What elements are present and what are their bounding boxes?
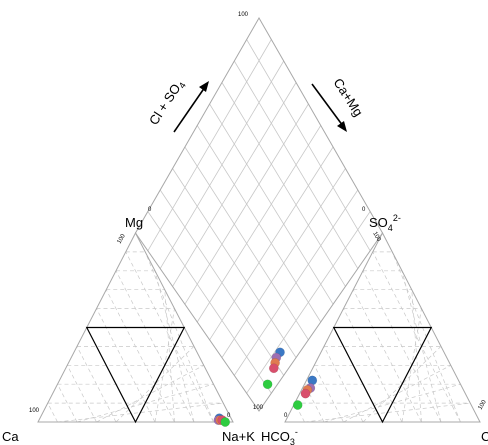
- diamond-outline: [134, 16, 384, 412]
- cl-so4-arrow: [173, 81, 209, 133]
- diamond-grid-b: [196, 125, 322, 323]
- so4-label: SO42-: [369, 213, 401, 233]
- anion-point-5: [292, 400, 303, 410]
- diamond-point-4: [268, 363, 279, 374]
- tick-diamond-right: 0: [362, 207, 366, 213]
- diamond-grid-b: [159, 60, 285, 269]
- cation-triangle-grid-l: [76, 346, 117, 423]
- diamond-right-axis-title: Ca+Mg: [330, 75, 366, 119]
- anion-triangle-grid-l: [323, 346, 364, 423]
- cation-triangle-grid-l: [105, 289, 175, 423]
- marker-layer: [213, 347, 318, 427]
- tick-hco3-zero: 0: [284, 413, 288, 419]
- cation-triangle-grid-l: [115, 270, 195, 423]
- anion-triangle-grid-r: [343, 364, 451, 423]
- cation-triangle-grid-l: [57, 384, 78, 423]
- diamond-grid-b: [147, 39, 272, 252]
- tick-diamond-bottom: 100: [253, 405, 264, 411]
- diamond-point-5: [262, 379, 273, 390]
- anion-triangle-grid-l: [313, 365, 344, 423]
- anion-triangle-grid-l: [372, 251, 461, 423]
- ca-label: Ca: [2, 429, 19, 444]
- tick-mg-vertex: 100: [117, 233, 128, 245]
- diamond-grid-b: [184, 103, 309, 305]
- tick-nak-zero: 0: [227, 413, 231, 419]
- nak-label: Na+K: [222, 429, 255, 444]
- cl-label: Cl: [481, 429, 488, 444]
- hco3-label: HCO3-: [261, 427, 298, 445]
- cation-point-5: [220, 417, 231, 427]
- diamond-grid-a: [233, 60, 359, 269]
- diamond-grid-a: [209, 103, 334, 305]
- tick-cl-corner: 100: [478, 399, 488, 411]
- anion-point-4: [300, 388, 311, 399]
- mg-label: Mg: [125, 215, 143, 230]
- tick-diamond-top: 100: [238, 12, 249, 18]
- outline-layer: [37, 16, 481, 424]
- anion-triangle-grid-l: [362, 270, 442, 423]
- cation-triangle-grid-l: [66, 365, 97, 423]
- cation-triangle-inner-triangle: [85, 326, 186, 424]
- cation-triangle-grid-l: [125, 251, 214, 423]
- diamond-grid-a: [246, 39, 371, 252]
- grid-layer: [47, 39, 471, 423]
- ca-mg-arrow: [311, 83, 347, 132]
- anion-triangle-grid-l: [352, 289, 422, 423]
- tick-ca-corner: 100: [29, 408, 40, 414]
- tick-so4-vertex: 100: [371, 231, 382, 243]
- cation-triangle-grid-r: [96, 364, 204, 423]
- diamond-grid-a: [221, 82, 346, 287]
- anion-triangle-inner-triangle: [332, 326, 433, 424]
- diamond-grid-b: [172, 82, 297, 287]
- tick-diamond-left: 0: [148, 207, 152, 213]
- cation-triangle-grid-l: [47, 402, 58, 423]
